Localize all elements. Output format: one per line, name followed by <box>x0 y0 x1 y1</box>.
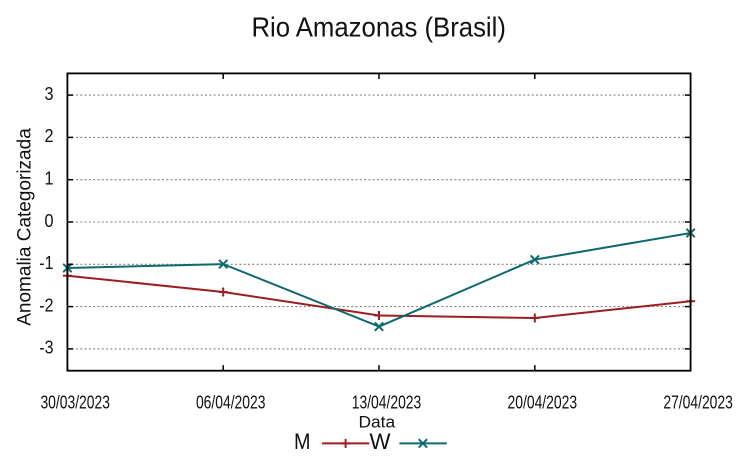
svg-text:2: 2 <box>45 126 54 146</box>
svg-text:0: 0 <box>45 211 54 231</box>
svg-text:1: 1 <box>45 169 54 189</box>
svg-text:-2: -2 <box>39 295 53 315</box>
svg-text:W: W <box>370 429 392 454</box>
svg-text:-3: -3 <box>39 338 53 358</box>
svg-text:3: 3 <box>45 84 54 104</box>
svg-text:30/03/2023: 30/03/2023 <box>40 393 110 413</box>
svg-text:-1: -1 <box>39 253 53 273</box>
svg-text:27/04/2023: 27/04/2023 <box>663 393 733 413</box>
svg-text:Anomalia Categorizada: Anomalia Categorizada <box>15 128 36 326</box>
svg-text:20/04/2023: 20/04/2023 <box>508 393 578 413</box>
svg-text:M: M <box>294 429 311 454</box>
svg-text:13/04/2023: 13/04/2023 <box>352 393 422 413</box>
svg-text:06/04/2023: 06/04/2023 <box>196 393 266 413</box>
svg-text:Data: Data <box>359 414 396 432</box>
svg-text:Rio Amazonas (Brasil): Rio Amazonas (Brasil) <box>251 11 506 42</box>
